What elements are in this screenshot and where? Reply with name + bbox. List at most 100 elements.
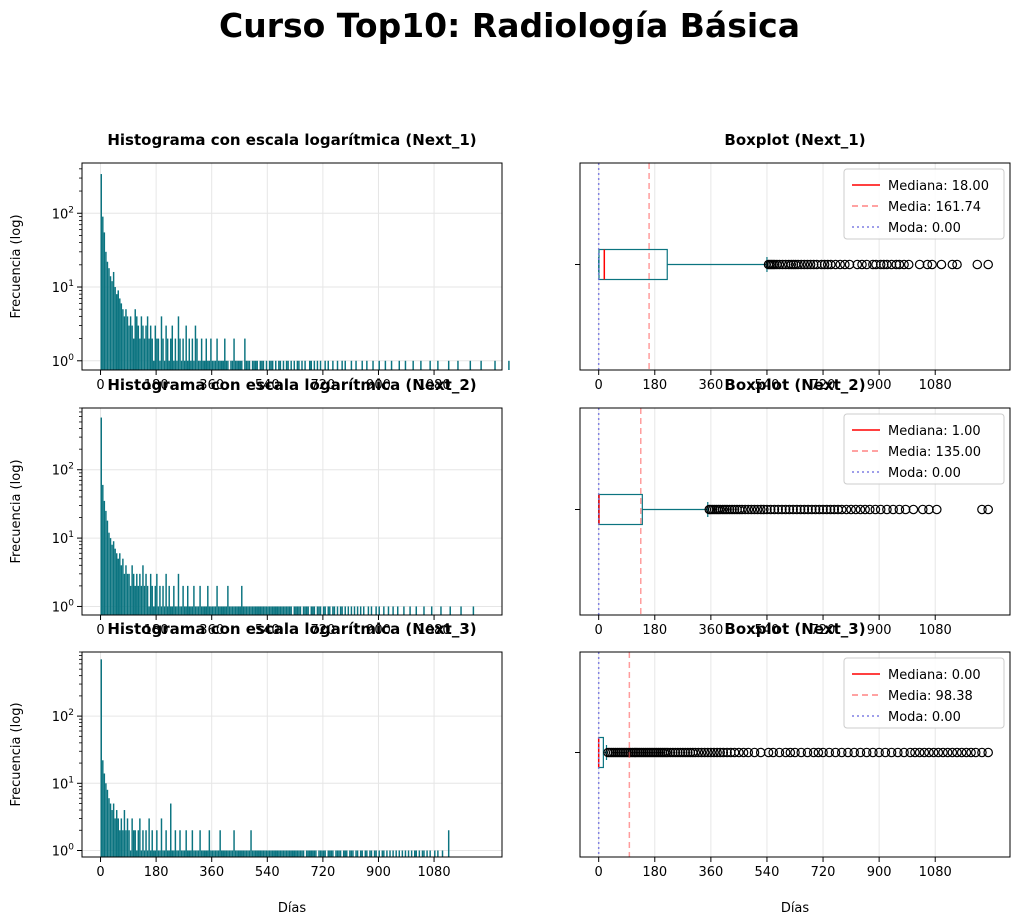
legend-entry: Mediana: 1.00	[888, 424, 981, 439]
histogram-bar	[387, 606, 390, 615]
histogram-bar	[122, 830, 124, 857]
histogram-bar	[447, 360, 450, 370]
histogram-bar	[264, 606, 266, 615]
histogram-bar	[136, 316, 138, 370]
histogram-bar	[447, 830, 450, 857]
histogram-bar	[143, 585, 146, 615]
histogram-bar	[157, 606, 160, 615]
outlier-point	[855, 504, 866, 515]
outlier-point	[715, 747, 726, 758]
histogram-bar	[230, 850, 232, 857]
outlier-point	[768, 747, 778, 758]
histogram-bar	[100, 659, 102, 857]
outlier-point	[972, 259, 983, 270]
histogram-bar	[132, 338, 135, 370]
histogram-bar	[244, 850, 246, 857]
outlier-point	[780, 259, 791, 270]
histogram-bar	[366, 360, 368, 370]
histogram-bar	[194, 325, 197, 370]
histogram-bar	[401, 850, 404, 857]
histogram-bar	[197, 606, 200, 615]
y-tick-label: 100	[52, 842, 75, 859]
histogram-bar	[299, 850, 302, 857]
outlier-point	[777, 504, 787, 515]
histogram-bar	[233, 606, 235, 615]
histogram-bar	[108, 268, 110, 370]
legend-entry: Mediana: 0.00	[888, 668, 981, 683]
histogram-bar	[292, 850, 294, 857]
histogram-bar	[384, 360, 387, 370]
histogram-bar	[190, 606, 192, 615]
outlier-point	[882, 504, 892, 515]
panel-title: Boxplot (Next_2)	[724, 376, 865, 394]
outlier-point	[790, 747, 800, 758]
histogram-bar	[214, 360, 217, 370]
histogram-bar	[148, 338, 150, 370]
outlier-point	[755, 747, 766, 758]
histogram-bar	[224, 850, 226, 857]
outlier-point	[844, 259, 855, 270]
outlier-point	[886, 747, 897, 758]
histogram-bar	[298, 850, 300, 857]
x-axis-label: Días	[278, 901, 307, 916]
outlier-point	[952, 747, 962, 758]
histogram-bar	[171, 325, 174, 370]
histogram-bar	[381, 850, 384, 857]
histogram-bar	[145, 573, 147, 615]
outlier-point	[743, 504, 754, 515]
x-tick-label: 720	[811, 623, 836, 638]
histogram-bar	[230, 360, 232, 370]
histogram-bar	[196, 338, 198, 370]
histogram-bar	[145, 325, 147, 370]
histogram-bar	[153, 606, 155, 615]
y-tick-label: 100	[52, 353, 75, 370]
outlier-point	[970, 747, 981, 758]
histogram-bar	[219, 360, 221, 370]
x-tick-label: 180	[642, 378, 667, 393]
outlier-point	[868, 747, 878, 758]
histogram-bar	[194, 606, 197, 615]
boxplot-next-3: Boxplot (Next_3) 0 180 360 540 720 900 1080 Medi…	[575, 620, 1011, 916]
outlier-point	[860, 504, 870, 515]
histogram-bar	[182, 338, 184, 370]
axes-frame	[579, 407, 1011, 616]
outlier-point	[846, 504, 856, 515]
histogram-bar	[117, 558, 119, 615]
histogram-bar	[437, 850, 439, 857]
histogram-bar	[265, 850, 268, 857]
histogram-bar	[239, 850, 241, 857]
histogram-bar	[319, 850, 322, 857]
outlier-point	[780, 504, 791, 515]
histogram-bar	[261, 360, 263, 370]
x-axis-label: Días	[781, 901, 810, 916]
outlier-point	[724, 504, 735, 515]
histogram-bar	[142, 830, 144, 857]
histogram-bar	[310, 360, 312, 370]
histogram-bar	[174, 338, 177, 370]
histogram-bar	[390, 360, 393, 370]
histogram-bar	[103, 500, 106, 615]
outlier-point	[796, 747, 807, 758]
outlier-point	[668, 747, 678, 758]
outlier-point	[924, 504, 934, 515]
histogram-bar	[287, 850, 289, 857]
histogram-bar	[213, 850, 215, 857]
histogram-bar	[324, 360, 326, 370]
histogram-bar	[253, 606, 255, 615]
x-tick-label: 360	[698, 378, 723, 393]
histogram-bar	[114, 818, 116, 857]
x-tick-label: 720	[310, 623, 335, 638]
histogram-bar	[200, 850, 203, 857]
histogram-bar	[111, 281, 113, 370]
legend-box	[843, 413, 1005, 485]
histogram-bar	[285, 850, 288, 857]
histogram-bar	[185, 325, 187, 370]
histogram-bar	[207, 850, 209, 857]
histogram-bar	[237, 850, 240, 857]
histogram-bar	[282, 850, 285, 857]
outlier-point	[788, 504, 798, 515]
histogram-bar	[234, 360, 237, 370]
histogram-bar	[389, 850, 391, 857]
histogram-bar	[324, 606, 326, 615]
histogram-bar	[258, 850, 260, 857]
